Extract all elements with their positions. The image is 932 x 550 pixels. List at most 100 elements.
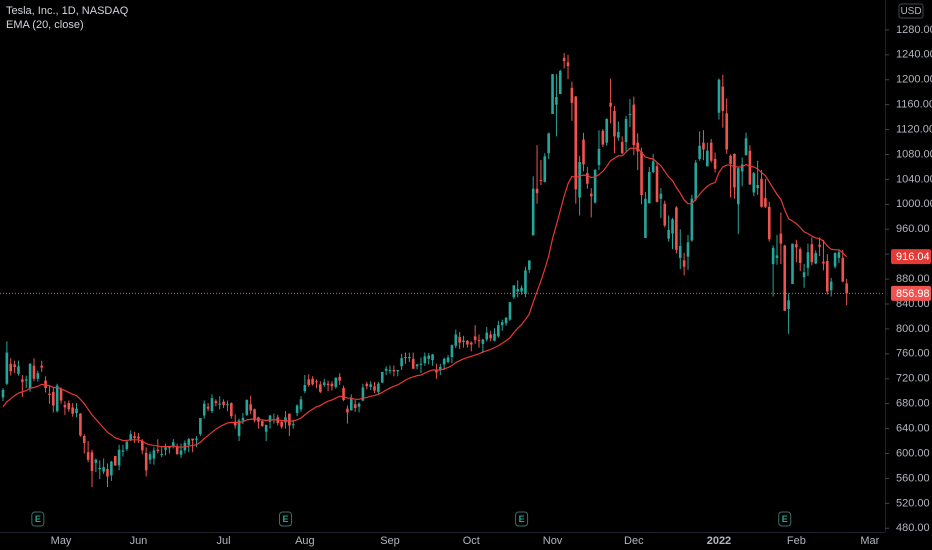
candle-body <box>380 371 384 383</box>
candle-body <box>516 289 520 292</box>
candle-body <box>415 364 419 367</box>
y-tick-label: 960.00 <box>896 223 930 235</box>
candle-body <box>179 450 183 455</box>
x-tick-label: Mar <box>860 535 879 547</box>
ema-price-box <box>891 249 931 265</box>
candle-body <box>195 438 198 440</box>
candle-body <box>315 381 318 383</box>
candle-body <box>137 436 140 439</box>
earnings-marker[interactable] <box>279 511 293 527</box>
candle-body <box>230 403 233 417</box>
candle-body <box>698 145 701 159</box>
candle-body <box>9 363 13 372</box>
candle-body <box>640 152 643 195</box>
x-tick-label: May <box>51 535 72 547</box>
candle-body <box>311 378 314 385</box>
x-tick-label: 2022 <box>707 535 731 547</box>
candle-body <box>214 401 218 404</box>
candle-body <box>756 185 759 189</box>
candle-body <box>106 469 109 477</box>
candle-body <box>98 467 102 470</box>
candle-body <box>291 424 295 426</box>
candle-body <box>226 404 229 406</box>
candle-body <box>148 454 152 460</box>
candle-body <box>28 363 32 389</box>
candle-body <box>79 413 82 436</box>
candle-body <box>338 376 341 381</box>
candle-body <box>117 449 121 466</box>
candle-body <box>578 161 581 198</box>
candle-body <box>729 155 732 164</box>
candle-body <box>365 383 369 387</box>
candle-body <box>129 434 133 441</box>
x-tick-label: Jul <box>217 535 231 547</box>
y-tick-label: 800.00 <box>896 323 930 335</box>
ema-line <box>2 147 848 448</box>
candle-body <box>497 325 500 337</box>
candle-body <box>667 229 670 239</box>
candle-body <box>102 467 105 472</box>
candle-body <box>717 79 721 113</box>
earnings-label: E <box>35 514 41 524</box>
candle-body <box>675 207 678 250</box>
candle-body <box>802 272 806 278</box>
candle-body <box>264 424 268 432</box>
y-tick-label: 1040.00 <box>896 173 932 185</box>
candle-body <box>55 385 59 412</box>
candle-body <box>369 384 372 387</box>
candle-body <box>628 114 632 115</box>
candle-body <box>783 245 787 311</box>
candle-body <box>342 388 345 400</box>
candle-body <box>566 62 570 67</box>
candle-body <box>582 139 585 165</box>
candle-body <box>288 413 291 426</box>
candle-body <box>67 403 71 410</box>
candle-body <box>520 287 523 292</box>
candle-body <box>71 407 74 414</box>
candle-body <box>458 337 461 343</box>
candle-body <box>818 244 821 247</box>
candle-body <box>651 161 655 172</box>
candle-body <box>187 439 191 445</box>
currency: USD <box>900 6 921 17</box>
candle-body <box>237 420 241 437</box>
candle-body <box>473 336 477 341</box>
candle-body <box>485 332 489 340</box>
earnings-marker[interactable] <box>515 511 529 527</box>
candle-body <box>740 164 744 172</box>
candle-body <box>748 150 752 185</box>
candle-body <box>222 401 225 405</box>
candle-body <box>829 281 833 291</box>
candle-body <box>721 86 725 111</box>
candle-body <box>171 442 175 447</box>
candle-body <box>694 162 698 200</box>
candle-body <box>411 358 415 369</box>
candle-body <box>779 233 783 244</box>
candle-body <box>528 260 531 270</box>
y-tick-label: 680.00 <box>896 398 930 410</box>
candle-body <box>558 71 562 95</box>
candle-body <box>82 436 86 443</box>
candle-body <box>125 441 129 450</box>
candle-body <box>330 383 334 387</box>
currency-box[interactable] <box>898 3 924 19</box>
y-tick-label: 480.00 <box>896 522 930 534</box>
candle-body <box>423 356 427 364</box>
candle-body <box>392 370 396 372</box>
y-tick-label: 760.00 <box>896 348 930 360</box>
candle-body <box>822 261 825 264</box>
last-price-label: 856.98 <box>896 288 930 300</box>
indicator-name[interactable]: EMA (20, close) <box>6 19 84 31</box>
candle-body <box>617 132 620 138</box>
ema-price-label: 916.04 <box>896 251 930 263</box>
earnings-marker[interactable] <box>31 511 45 527</box>
candle-body <box>295 405 299 414</box>
y-tick-label: 640.00 <box>896 422 930 434</box>
candle-body <box>218 403 222 405</box>
candle-body <box>524 270 527 295</box>
candle-body <box>644 198 647 238</box>
candle-body <box>152 450 156 459</box>
earnings-marker[interactable] <box>778 511 792 527</box>
x-tick-label: Dec <box>624 535 644 547</box>
